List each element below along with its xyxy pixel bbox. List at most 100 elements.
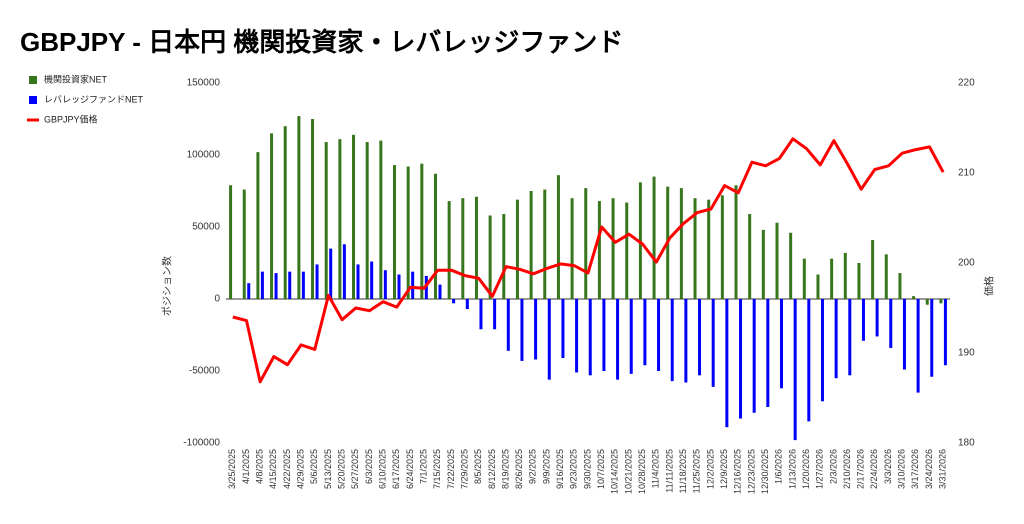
x-tick-label: 3/10/2026 [897,449,907,489]
bar [775,222,779,299]
x-tick-label: 10/28/2025 [637,449,647,494]
legend-swatch [29,76,37,84]
bar [338,139,342,299]
y-axis-title: ポジション数 [161,256,174,316]
bar [342,244,346,299]
bar [543,189,547,299]
x-tick-label: 7/22/2025 [446,449,456,489]
x-tick-label: 4/22/2025 [282,449,292,489]
x-tick-label: 8/19/2025 [500,449,510,489]
bar [761,229,765,299]
bar [684,299,688,383]
legend-label: GBPJPY価格 [44,113,98,124]
bar [301,271,305,299]
bar [270,133,274,299]
bar [283,126,287,299]
chart-title: GBPJPY - 日本円 機関投資家・レバレッジファンド [20,27,623,57]
x-tick-label: 11/18/2025 [678,449,688,493]
x-tick-label: 3/24/2026 [924,449,934,489]
bar [506,299,510,351]
bar [925,299,929,305]
bar [843,252,847,299]
bar [857,263,861,299]
x-tick-label: 6/17/2025 [391,449,401,489]
bar [693,198,697,299]
x-tick-label: 1/20/2026 [801,449,811,489]
bar [288,271,292,299]
legend-swatch [29,96,37,104]
bar [616,299,620,380]
x-tick-label: 7/29/2025 [459,449,469,489]
bar [830,258,834,299]
x-tick-label: 2/17/2026 [856,449,866,489]
bar [406,166,410,299]
bar [393,165,397,299]
bar [816,274,820,299]
x-tick-label: 3/17/2026 [910,449,920,489]
x-tick-label: 10/21/2025 [623,449,633,494]
bar [807,299,811,422]
bar [356,264,360,299]
bar [943,299,947,366]
x-tick-label: 5/27/2025 [350,449,360,489]
y-tick-label: 150000 [187,78,221,89]
y-tick-label: 100000 [187,150,221,161]
y2-tick-label: 180 [958,438,975,449]
y-tick-label: -100000 [183,438,220,449]
bar [297,116,301,300]
x-tick-label: 12/2/2025 [705,449,715,489]
x-tick-label: 8/5/2025 [473,449,483,484]
x-tick-label: 9/16/2025 [555,449,565,489]
y-tick-label: -50000 [189,366,221,377]
bar [752,299,756,413]
bar [875,299,879,337]
bar [889,299,893,348]
x-tick-label: 12/23/2025 [746,449,756,494]
bar [452,299,456,304]
bar [588,299,592,376]
bar [411,271,415,299]
y2-tick-label: 210 [958,168,975,179]
x-tick-label: 9/9/2025 [541,449,551,484]
y2-tick-label: 220 [958,78,975,89]
bar [479,299,483,330]
bar [502,214,506,299]
bar [625,202,629,299]
x-tick-label: 3/25/2025 [227,449,237,489]
bar [766,299,770,407]
bar [652,176,656,299]
bar [256,152,260,299]
x-tick-label: 12/9/2025 [719,449,729,489]
x-tick-label: 1/27/2026 [815,449,825,489]
x-tick-label: 1/6/2026 [774,449,784,484]
bar [725,299,729,428]
x-tick-label: 1/13/2026 [787,449,797,489]
bar [365,142,369,299]
x-tick-label: 6/3/2025 [364,449,374,484]
x-tick-label: 4/15/2025 [268,449,278,489]
bar [657,299,661,371]
bar [871,239,875,299]
x-tick-label: 3/31/2026 [938,449,948,489]
x-tick-label: 4/8/2025 [255,449,265,484]
bar [584,188,588,299]
bar [884,254,888,299]
bar [912,296,916,299]
bar [474,196,478,299]
bar [602,299,606,371]
bar [707,199,711,299]
x-tick-label: 6/10/2025 [377,449,387,489]
bar [670,299,674,382]
bar [547,299,551,380]
bar [739,299,743,419]
bar [643,299,647,366]
bar [802,258,806,299]
price-line [232,137,945,384]
bar [611,198,615,299]
bar [420,163,424,299]
x-tick-label: 8/26/2025 [514,449,524,489]
bar [720,195,724,299]
legend-label: 機関投資家NET [44,73,108,84]
x-tick-label: 3/3/2026 [883,449,893,484]
bar [698,299,702,376]
